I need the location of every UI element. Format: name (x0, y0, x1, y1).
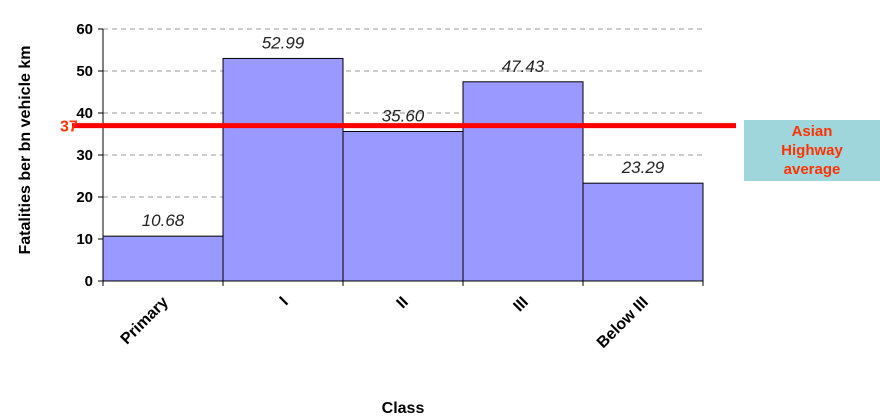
y-tick-label: 0 (85, 273, 93, 290)
x-tick-label: II (394, 294, 412, 312)
y-tick-labels: 0 10 20 30 40 50 60 (76, 21, 93, 290)
data-label: 52.99 (262, 33, 305, 52)
y-tick-label: 20 (76, 189, 93, 206)
data-label: 35.60 (382, 106, 425, 125)
reference-line-label: Asian Highway average (744, 120, 880, 181)
bars (102, 57, 704, 282)
reference-line-group: 37 (60, 119, 736, 136)
x-tick-label: Below III (594, 294, 652, 352)
reference-value-label: 37 (60, 119, 78, 136)
bar (582, 182, 704, 282)
y-tick-label: 50 (76, 63, 93, 80)
x-tick-labels: Primary I II III Below III (118, 294, 652, 352)
data-label: 23.29 (621, 158, 665, 177)
y-tick-label: 10 (76, 231, 93, 248)
y-tick-label: 40 (76, 105, 93, 122)
data-label: 10.68 (142, 211, 185, 230)
bar (102, 235, 224, 282)
x-tick-label: Primary (118, 294, 172, 348)
axes (98, 28, 704, 286)
y-tick-label: 60 (76, 21, 93, 38)
data-label: 47.43 (502, 57, 545, 76)
x-tick-label: III (510, 294, 531, 315)
bar (462, 81, 584, 282)
x-axis-title: Class (382, 400, 425, 416)
bar (342, 130, 464, 282)
y-axis-title: Fatalities ber bn vehicle km (17, 46, 34, 255)
y-tick-label: 30 (76, 147, 93, 164)
data-labels: 10.68 52.99 35.60 47.43 23.29 (142, 33, 665, 230)
bar (222, 57, 344, 282)
x-tick-label: I (277, 294, 292, 309)
